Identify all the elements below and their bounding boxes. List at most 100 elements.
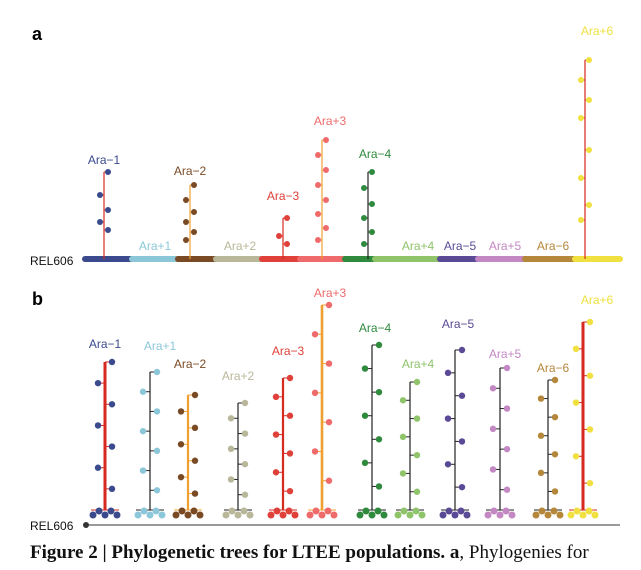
tip-point [105,227,111,233]
tip-point [503,445,511,453]
tip-point [380,511,388,519]
tip-point [139,467,147,474]
tip-point [458,346,466,354]
tip-point [489,425,497,433]
population-label: Ara+4 [402,357,435,371]
population-label: Ara+6 [581,24,614,38]
tip-point [153,447,161,455]
tip-point [572,453,580,460]
tip-point [227,476,235,483]
tip-point [361,241,367,247]
tip-point [97,219,103,225]
tip-point [139,427,147,435]
tip-point [94,379,102,387]
tip-point [551,451,559,458]
tip-point [578,115,584,121]
tip-point [412,507,420,515]
tip-point [177,408,185,415]
tip-point [325,477,333,484]
tip-point [375,388,383,396]
tip-point [375,341,383,349]
tip-point [532,511,540,519]
tip-point [489,466,497,473]
tip-point [374,507,382,515]
tip-point [585,507,593,515]
population-label: Ara−4 [359,321,392,335]
tip-point [538,507,546,515]
tip-point [586,57,592,63]
tip-point [140,507,148,515]
tip-point [375,436,383,443]
tip-point [113,511,121,519]
panel-a-label: a [32,24,43,44]
tip-point [105,207,111,213]
tip-point [325,418,333,426]
tip-point [89,511,97,519]
tip-point [227,415,235,422]
tip-point [399,470,407,477]
tip-point [190,507,198,515]
tip-point [306,511,314,519]
tip-point [108,443,116,450]
tip-point [399,397,407,404]
tip-point [551,488,559,495]
tip-point [579,511,587,519]
tip-point [413,451,421,459]
tip-point [537,469,545,477]
tip-point [191,490,199,497]
tip-point [361,365,369,372]
tip-point [284,241,290,247]
population-label: Ara−3 [272,344,305,358]
tip-point [191,229,197,235]
tip-point [567,511,575,519]
tip-point [578,77,584,83]
caption-bold: Figure 2 | Phylogenetic trees for LTEE p… [30,542,446,563]
tip-point [291,511,299,519]
tip-point [537,395,545,402]
tip-point [413,415,421,422]
tip-point [418,511,426,519]
tip-point [240,507,248,515]
tip-point [458,392,466,399]
tip-point [444,461,452,468]
tip-point [537,432,545,439]
tip-point [108,485,116,493]
tip-point [276,233,282,239]
tip-point [108,358,116,366]
population-label: Ara−1 [89,337,122,351]
tip-point [444,415,452,422]
tip-point [241,460,249,468]
root-label-b: REL606 [30,519,74,533]
panel-b-tree: Ara−1 Ara+1 Ara−2 Ara+2 Ara−3 Ara+3 Ara−4 Ara+4… [83,286,620,528]
tip-point [158,511,166,519]
panel-a-tree: Ara−1 Ara+1 Ara−2 Ara+2 Ara−3 Ara+3 Ara−4 Ara+4… [82,24,623,262]
caption-panel-a: a [449,542,460,563]
population-label: Ara+6 [581,293,614,307]
tip-point [286,412,294,419]
tip-point [323,167,329,173]
tip-point [457,507,465,515]
tip-point [311,331,319,338]
phylogenetic-figure: a b REL606 REL606 Ara−1Ara+1Ara−2Ara+2Ar… [30,24,623,533]
tip-point [325,301,333,309]
population-label: Ara+3 [314,286,347,300]
tip-point [97,192,103,198]
population-label: Ara−6 [537,361,570,375]
tip-point [375,483,383,490]
population-label: Ara+1 [139,239,172,253]
tip-point [399,433,407,441]
population-label: Ara+1 [144,339,177,353]
tip-point [177,441,185,448]
tip-point [458,438,466,445]
population-label: Ara+4 [402,239,435,253]
tip-point [191,209,197,215]
population-label: Ara−5 [442,317,475,331]
tip-point [196,511,204,519]
tip-point [183,197,189,203]
figure-caption: Figure 2 | Phylogenetic trees for LTEE p… [30,542,630,564]
tip-point [134,511,142,519]
tip-point [286,374,294,382]
population-label: Ara−5 [444,239,477,253]
tip-point [503,364,511,372]
population-label: Ara+5 [489,347,522,361]
